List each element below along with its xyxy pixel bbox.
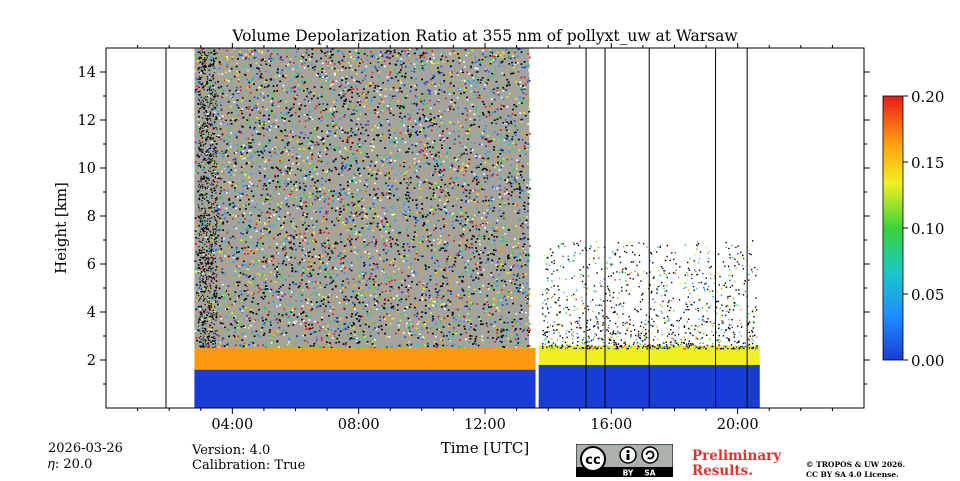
- y-tick-label: 10: [78, 161, 96, 177]
- y-axis-label: Height [km]: [52, 182, 70, 274]
- y-tick-label: 8: [87, 209, 96, 225]
- colorbar: [883, 96, 903, 360]
- x-tick-label: 16:00: [590, 417, 632, 433]
- eta-label: 𝜂: 20.0: [48, 457, 92, 472]
- preliminary-line1: Preliminary: [692, 449, 781, 464]
- heatmap-area: [166, 48, 760, 408]
- x-tick-label: 08:00: [338, 417, 380, 433]
- version-label: Version: 4.0: [192, 443, 270, 458]
- noise-region: [194, 48, 531, 360]
- colorbar-tick-label: 0.15: [911, 154, 944, 172]
- copyright-note: © TROPOS & UW 2026. CC BY SA 4.0 License…: [806, 460, 905, 480]
- calibration-label: Calibration: True: [192, 458, 305, 473]
- copyright-line1: © TROPOS & UW 2026.: [806, 460, 905, 470]
- colorbar-tick-label: 0.00: [911, 352, 944, 370]
- x-tick-label: 12:00: [464, 417, 506, 433]
- colorbar-tick-label: 0.10: [911, 220, 944, 238]
- colorbar-tick-label: 0.05: [911, 286, 944, 304]
- y-tick-label: 12: [78, 113, 96, 129]
- cc-by-text: BY: [623, 469, 634, 478]
- preliminary-line2: Results.: [692, 464, 781, 479]
- region-aerosol-top-morning: [194, 348, 535, 370]
- cc-license-badge: cc BY SA: [576, 444, 673, 477]
- y-tick-label: 4: [87, 305, 96, 321]
- afternoon-speckle: [542, 240, 758, 349]
- copyright-line2: CC BY SA 4.0 License.: [806, 470, 905, 480]
- region-boundary-layer: [194, 370, 535, 408]
- colorbar-tick-label: 0.20: [911, 88, 944, 106]
- preliminary-note: Preliminary Results.: [692, 449, 781, 479]
- x-tick-label: 04:00: [211, 417, 253, 433]
- chart-title: Volume Depolarization Ratio at 355 nm of…: [231, 27, 738, 45]
- cc-sa-text: SA: [644, 469, 655, 478]
- y-tick-label: 2: [87, 353, 96, 369]
- y-tick-label: 14: [78, 65, 96, 81]
- date-label: 2026-03-26: [48, 441, 123, 456]
- colorbar-ticks: 0.00 0.05 0.10 0.15 0.20: [903, 88, 944, 370]
- x-tick-label: 20:00: [717, 417, 759, 433]
- y-tick-label: 6: [87, 257, 96, 273]
- x-axis-label: Time [UTC]: [441, 439, 530, 457]
- sa-circle-icon: [642, 447, 658, 463]
